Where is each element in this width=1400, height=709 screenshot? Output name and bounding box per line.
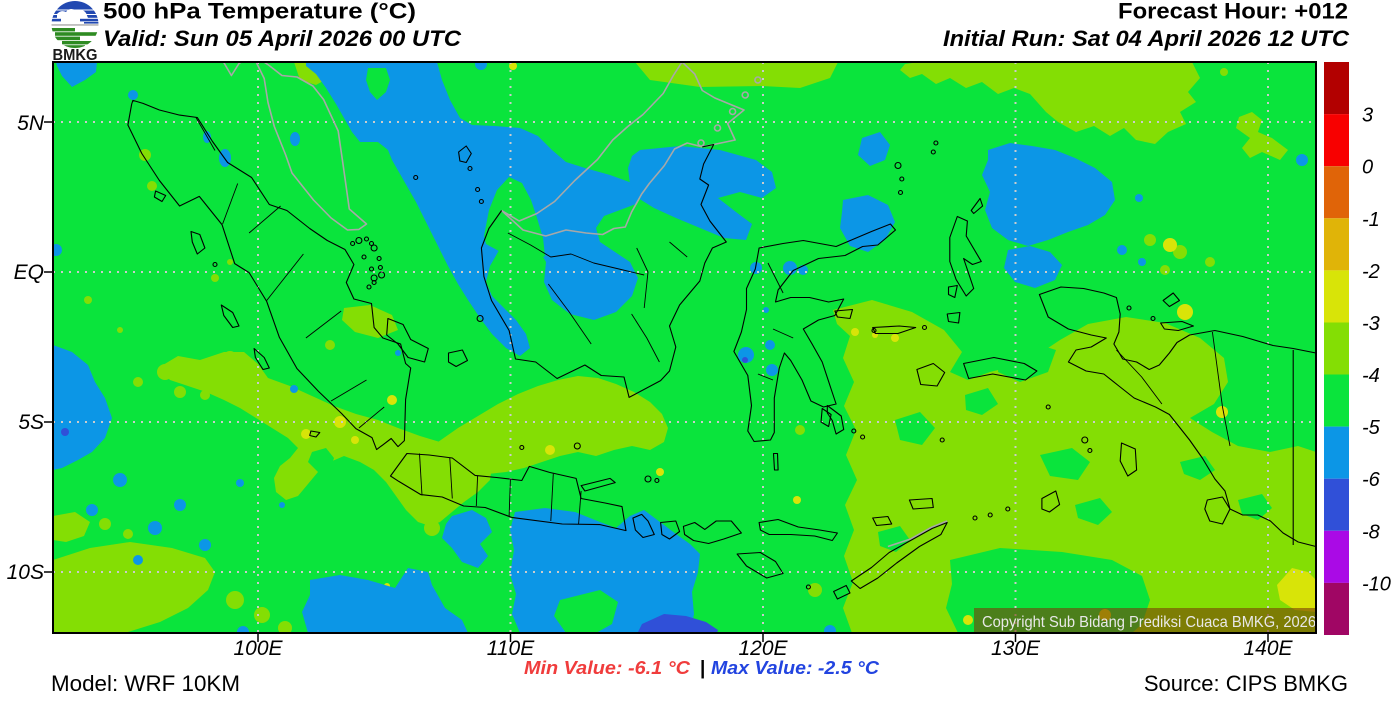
- svg-text:Source: CIPS BMKG: Source: CIPS BMKG: [1144, 671, 1348, 696]
- svg-text:3: 3: [1362, 105, 1373, 127]
- svg-text:Forecast Hour: +012: Forecast Hour: +012: [1118, 0, 1348, 24]
- svg-text:100E: 100E: [233, 637, 283, 660]
- svg-text:5S: 5S: [18, 411, 44, 434]
- svg-text:-5: -5: [1362, 417, 1381, 439]
- svg-text:-1: -1: [1362, 209, 1380, 231]
- svg-text:120E: 120E: [738, 637, 788, 660]
- svg-text:Initial Run: Sat 04 April 2026: Initial Run: Sat 04 April 2026 12 UTC: [943, 26, 1350, 51]
- svg-text:-8: -8: [1362, 521, 1380, 543]
- svg-text:Min Value: -6.1 °C: Min Value: -6.1 °C: [524, 658, 691, 678]
- svg-text:140E: 140E: [1243, 637, 1293, 660]
- svg-text:10S: 10S: [7, 561, 44, 584]
- svg-text:-10: -10: [1362, 573, 1391, 595]
- svg-text:-6: -6: [1362, 469, 1381, 491]
- svg-text:|: |: [700, 658, 705, 679]
- svg-text:EQ: EQ: [14, 261, 44, 284]
- svg-text:-4: -4: [1362, 365, 1380, 387]
- svg-text:Model: WRF 10KM: Model: WRF 10KM: [51, 671, 240, 696]
- svg-text:110E: 110E: [487, 637, 535, 660]
- svg-text:0: 0: [1362, 157, 1373, 179]
- svg-text:BMKG: BMKG: [53, 47, 98, 64]
- svg-text:Max Value: -2.5 °C: Max Value: -2.5 °C: [711, 658, 880, 678]
- svg-text:500 hPa Temperature (°C): 500 hPa Temperature (°C): [103, 0, 416, 24]
- svg-text:-3: -3: [1362, 313, 1380, 335]
- svg-text:Copyright Sub Bidang Prediksi: Copyright Sub Bidang Prediksi Cuaca BMKG…: [982, 614, 1316, 631]
- svg-text:-2: -2: [1362, 261, 1380, 283]
- svg-text:Valid: Sun 05 April 2026 00 UT: Valid: Sun 05 April 2026 00 UTC: [103, 26, 462, 51]
- svg-text:130E: 130E: [991, 637, 1041, 660]
- svg-text:5N: 5N: [17, 112, 45, 135]
